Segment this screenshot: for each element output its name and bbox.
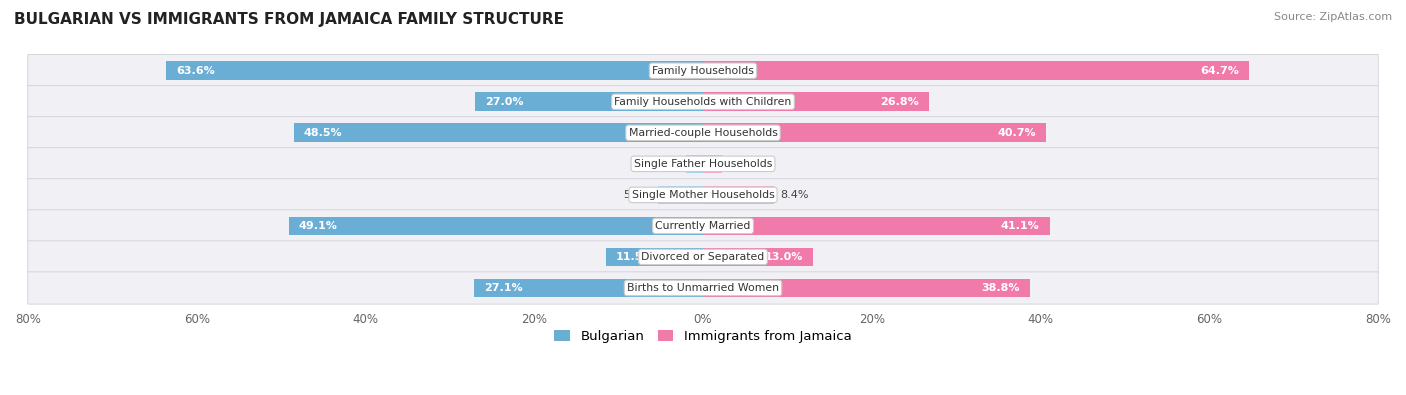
Text: Married-couple Households: Married-couple Households — [628, 128, 778, 138]
Bar — [703, 124, 1046, 142]
Text: Single Mother Households: Single Mother Households — [631, 190, 775, 200]
FancyBboxPatch shape — [28, 272, 1378, 304]
Text: 2.0%: 2.0% — [651, 159, 679, 169]
Text: 48.5%: 48.5% — [304, 128, 343, 138]
Bar — [686, 154, 703, 173]
FancyBboxPatch shape — [28, 148, 1378, 180]
Text: 64.7%: 64.7% — [1199, 66, 1239, 76]
Bar — [166, 61, 703, 80]
Text: 13.0%: 13.0% — [765, 252, 803, 262]
FancyBboxPatch shape — [28, 117, 1378, 149]
Bar — [288, 216, 703, 235]
Bar — [703, 186, 773, 204]
Text: 5.3%: 5.3% — [623, 190, 651, 200]
FancyBboxPatch shape — [28, 86, 1378, 118]
Text: 8.4%: 8.4% — [780, 190, 808, 200]
Text: BULGARIAN VS IMMIGRANTS FROM JAMAICA FAMILY STRUCTURE: BULGARIAN VS IMMIGRANTS FROM JAMAICA FAM… — [14, 12, 564, 27]
Bar — [703, 154, 723, 173]
Text: Family Households: Family Households — [652, 66, 754, 76]
Bar — [606, 248, 703, 266]
Bar — [703, 216, 1050, 235]
Text: 38.8%: 38.8% — [981, 283, 1021, 293]
Text: 41.1%: 41.1% — [1001, 221, 1039, 231]
Text: Single Father Households: Single Father Households — [634, 159, 772, 169]
Bar — [658, 186, 703, 204]
FancyBboxPatch shape — [28, 210, 1378, 242]
Bar — [703, 92, 929, 111]
Text: 49.1%: 49.1% — [299, 221, 337, 231]
Text: Births to Unmarried Women: Births to Unmarried Women — [627, 283, 779, 293]
FancyBboxPatch shape — [28, 55, 1378, 87]
Text: Source: ZipAtlas.com: Source: ZipAtlas.com — [1274, 12, 1392, 22]
Bar — [703, 248, 813, 266]
Text: 11.5%: 11.5% — [616, 252, 655, 262]
Text: 26.8%: 26.8% — [880, 97, 920, 107]
Bar — [474, 278, 703, 297]
Text: 63.6%: 63.6% — [176, 66, 215, 76]
FancyBboxPatch shape — [28, 179, 1378, 211]
Legend: Bulgarian, Immigrants from Jamaica: Bulgarian, Immigrants from Jamaica — [548, 324, 858, 348]
Bar — [703, 278, 1031, 297]
Text: Currently Married: Currently Married — [655, 221, 751, 231]
Text: Family Households with Children: Family Households with Children — [614, 97, 792, 107]
Bar — [703, 61, 1249, 80]
Bar — [294, 124, 703, 142]
Bar — [475, 92, 703, 111]
Text: 27.1%: 27.1% — [485, 283, 523, 293]
FancyBboxPatch shape — [28, 241, 1378, 273]
Text: 27.0%: 27.0% — [485, 97, 524, 107]
Text: 40.7%: 40.7% — [998, 128, 1036, 138]
Text: Divorced or Separated: Divorced or Separated — [641, 252, 765, 262]
Text: 2.3%: 2.3% — [730, 159, 758, 169]
